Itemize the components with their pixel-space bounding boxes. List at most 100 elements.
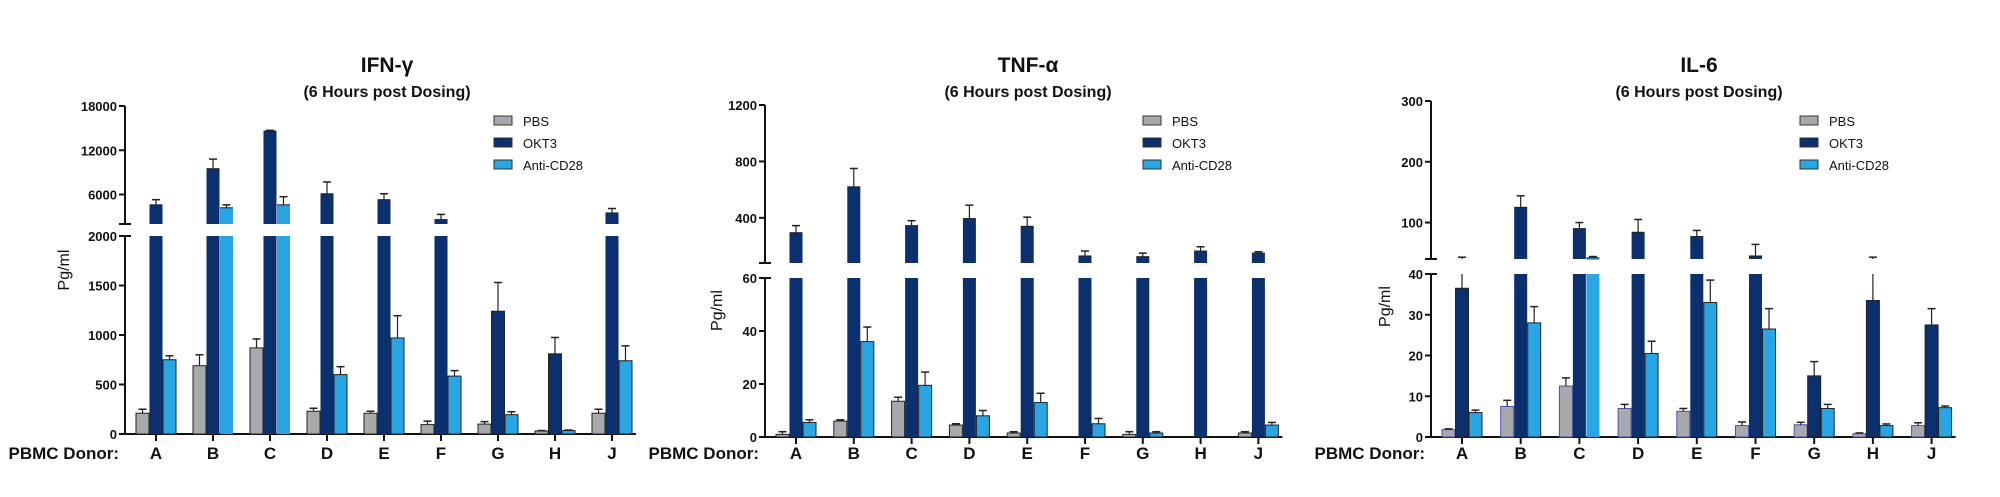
y-tick-label: 400 [735,211,757,226]
bar-pbs-j [1237,432,1252,438]
bar-okt3-j-upper [1251,253,1265,263]
bar-pbs-c [891,400,906,438]
bar-pbs-g [1793,424,1808,438]
bar-pbs-a [1441,429,1456,438]
bar-okt3-g [1807,375,1822,438]
y-tick-label: 200 [1401,155,1423,170]
bar-anti-cd28-a [802,421,817,438]
bar-okt3-a-lower [789,278,803,437]
y-tick-label: 20 [1409,349,1423,364]
x-axis-label: PBMC Donor: [1315,444,1425,463]
bar-pbs-c [1558,385,1573,438]
bar-anti-cd28-b [860,341,875,438]
bar-okt3-g [491,310,505,435]
x-tick-label: G [491,444,504,463]
bar-pbs-a [775,433,790,438]
bar-okt3-f-upper [434,219,448,224]
chart-panel-2: TNF-α (6 Hours post Dosing) Pg/ml PBMC Dono… [649,54,1283,463]
bar-pbs-d [306,410,321,435]
bar-okt3-d-lower [1631,274,1645,437]
x-tick-label: E [378,444,389,463]
bar-pbs-b [1500,405,1515,438]
y-tick-label: 20 [743,377,757,392]
y-tick-label: 18000 [81,99,117,114]
bar-okt3-h [1865,299,1880,438]
bar-okt3-b-upper [206,168,220,224]
x-tick-label: J [607,444,616,463]
bar-okt3-j-lower [1251,278,1265,437]
x-tick-label: J [1254,444,1263,463]
y-tick-label: 12000 [81,143,117,158]
bar-okt3-j [1924,324,1939,438]
chart-panel-3: IL-6 (6 Hours post Dosing) Pg/ml PBMC Donor… [1315,54,1956,463]
chart-subtitle: (6 Hours post Dosing) [1615,84,1782,101]
y-tick-label: 1500 [88,279,117,294]
y-tick-label: 40 [1409,267,1423,282]
legend-swatch-okt3 [1799,137,1819,148]
bar-okt3-c-upper [1572,228,1586,259]
bar-okt3-e-lower [377,236,391,434]
bar-pbs-j [591,412,606,435]
bar-okt3-h [548,353,562,435]
bar-okt3-c-lower [263,236,277,434]
legend-label: PBS [1829,114,1855,129]
legend-swatch-pbs [1799,115,1819,126]
x-tick-label: A [790,444,802,463]
legend-label: Anti-CD28 [1172,158,1232,173]
bar-anti-cd28-c-lower [277,236,290,434]
y-tick-label: 60 [743,271,757,286]
bar-anti-cd28-b [1527,322,1542,438]
chart-title: IFN-γ [361,54,414,77]
bar-okt3-f-lower [1749,274,1762,437]
y-axis-label: Pg/ml [56,250,73,291]
x-tick-label: C [905,444,917,463]
x-tick-label: F [436,444,446,463]
bar-okt3-d-upper [1631,232,1645,259]
x-tick-label: D [321,444,333,463]
legend-swatch-pbs [493,115,513,126]
bar-okt3-e-lower [1020,278,1034,437]
x-axis-label: PBMC Donor: [649,444,759,463]
bar-anti-cd28-j [618,360,633,435]
bar-anti-cd28-g [504,414,519,435]
bar-pbs-d [1617,407,1632,438]
bar-okt3-j-lower [605,236,619,434]
x-tick-label: C [264,444,276,463]
bar-okt3-e-upper [377,199,391,224]
legend-label: Anti-CD28 [1829,158,1889,173]
bar-okt3-e-upper [1690,236,1704,259]
bar-pbs-j [1911,425,1926,438]
y-tick-label: 500 [95,378,117,393]
bar-okt3-d-lower [962,278,976,437]
legend-swatch-okt3 [493,137,513,148]
bar-okt3-e-upper [1020,226,1034,263]
x-tick-label: D [963,444,975,463]
legend-swatch-anti-cd28 [1799,159,1819,170]
bar-anti-cd28-a [1468,412,1483,438]
x-tick-label: G [1136,444,1149,463]
bar-okt3-h-lower [1194,278,1208,437]
bar-pbs-h [1852,433,1867,438]
bar-pbs-e [1006,432,1021,438]
bar-okt3-d-upper [320,193,334,224]
y-tick-label: 6000 [88,188,117,203]
chart-title: IL-6 [1680,54,1717,77]
bar-pbs-d [948,424,963,438]
bar-okt3-g-upper [1136,256,1150,263]
bar-pbs-a [135,412,150,435]
y-tick-label: 300 [1401,94,1423,109]
bar-anti-cd28-f [1762,328,1776,438]
bar-anti-cd28-e [390,337,405,435]
chart-subtitle: (6 Hours post Dosing) [944,84,1111,101]
y-axis-label: Pg/ml [1377,286,1394,327]
x-tick-label: F [1750,444,1760,463]
y-tick-label: 100 [1401,216,1423,231]
bar-anti-cd28-d [1644,352,1659,438]
bar-okt3-b-lower [206,236,220,434]
bar-pbs-e [1676,410,1691,438]
y-tick-label: 0 [110,427,117,442]
bar-anti-cd28-e [1703,302,1718,438]
chart-title: TNF-α [998,54,1059,77]
x-tick-label: H [1194,444,1206,463]
y-tick-label: 2000 [88,229,117,244]
